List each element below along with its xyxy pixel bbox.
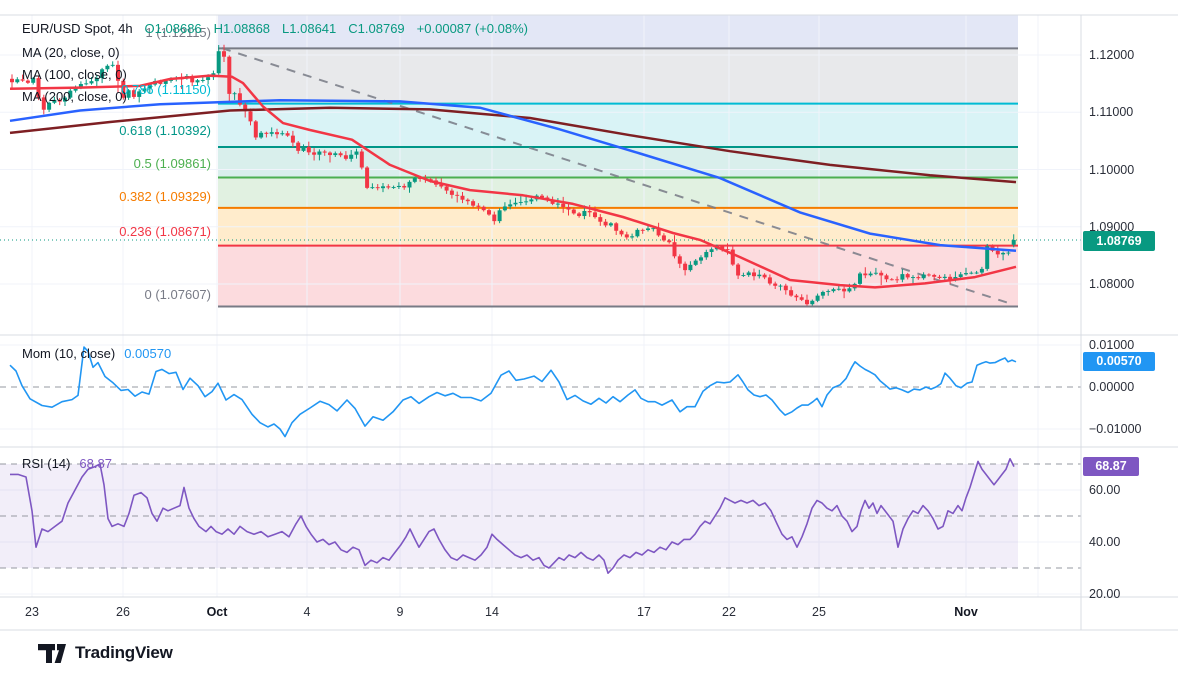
- fib-bands: [218, 15, 1018, 307]
- momentum-value-label: 0.00570: [1083, 352, 1155, 371]
- symbol-legend[interactable]: EUR/USD Spot, 4h O1.08686 H1.08868 L1.08…: [22, 21, 528, 36]
- ohlc-high: H1.08868: [213, 21, 271, 36]
- trendline[interactable]: [221, 47, 1011, 305]
- momentum-legend[interactable]: Mom (10, close) 0.00570: [22, 346, 171, 361]
- ma100-line[interactable]: [9, 98, 1017, 253]
- momentum-line[interactable]: [9, 346, 1017, 438]
- rsi-legend-name: RSI (14): [22, 456, 71, 471]
- tradingview-logo-text: TradingView: [75, 643, 173, 662]
- current-price-label: 1.08769: [1083, 231, 1155, 251]
- indicator-guides: [0, 386, 1081, 569]
- rsi-line[interactable]: [10, 457, 1015, 575]
- momentum-legend-value: 0.00570: [124, 346, 172, 361]
- ma100-legend[interactable]: MA (100, close, 0): [22, 67, 127, 82]
- ma200-legend[interactable]: MA (200, close, 0): [22, 89, 127, 104]
- tradingview-logo[interactable]: TradingView: [38, 643, 173, 663]
- momentum-legend-name: Mom (10, close): [22, 346, 116, 361]
- ma20-legend[interactable]: MA (20, close, 0): [22, 45, 120, 60]
- ma20-line[interactable]: [9, 74, 1017, 289]
- ohlc-change: +0.00087 (+0.08%): [416, 21, 528, 36]
- ohlc-low: L1.08641: [282, 21, 337, 36]
- ohlc-open: O1.08686: [144, 21, 202, 36]
- rsi-legend[interactable]: RSI (14) 68.87: [22, 456, 112, 471]
- rsi-value-label: 68.87: [1083, 457, 1139, 476]
- symbol-title: EUR/USD Spot, 4h: [22, 21, 133, 36]
- tradingview-logo-icon: [38, 643, 66, 663]
- ma200-line[interactable]: [9, 106, 1017, 184]
- pane-separators: [0, 14, 1178, 631]
- rsi-legend-value: 68.87: [79, 456, 112, 471]
- ohlc-close: C1.08769: [348, 21, 405, 36]
